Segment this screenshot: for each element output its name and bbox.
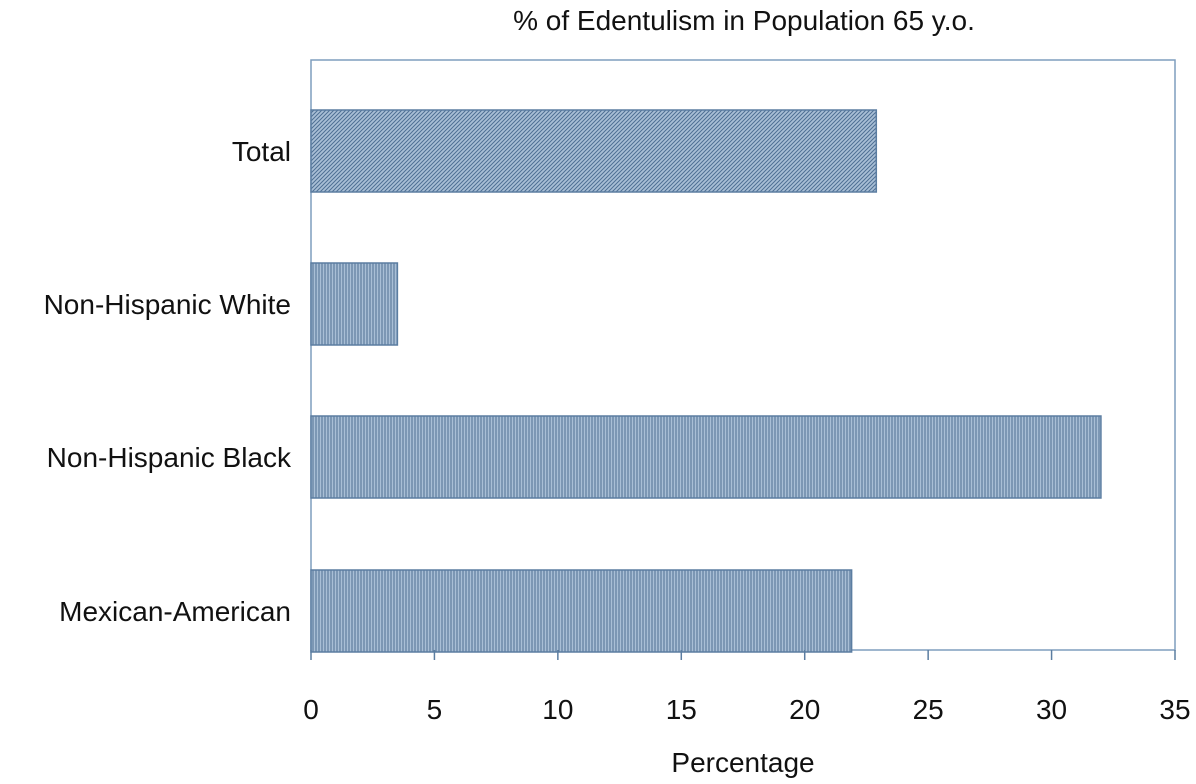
bar-total [310, 109, 878, 193]
x-tick-label: 35 [1159, 694, 1190, 725]
x-tick-label: 15 [666, 694, 697, 725]
x-tick-label: 5 [427, 694, 443, 725]
chart-title: % of Edentulism in Population 65 y.o. [513, 5, 975, 36]
x-axis-label: Percentage [671, 747, 814, 778]
x-axis: 0 5 10 15 20 25 30 35 [303, 650, 1191, 725]
category-label: Mexican-American [59, 596, 291, 627]
x-tick-label: 30 [1036, 694, 1067, 725]
bar-non-hispanic-black [310, 415, 1102, 499]
x-tick-label: 25 [913, 694, 944, 725]
category-label: Non-Hispanic White [44, 289, 291, 320]
category-label: Non-Hispanic Black [47, 442, 292, 473]
bars [310, 109, 1102, 653]
x-tick-label: 0 [303, 694, 319, 725]
x-tick-label: 10 [542, 694, 573, 725]
category-label: Total [232, 136, 291, 167]
category-labels: Total Non-Hispanic White Non-Hispanic Blac… [44, 136, 292, 627]
bar-non-hispanic-white [310, 262, 399, 346]
bar-mexican-american [310, 569, 853, 653]
x-tick-label: 20 [789, 694, 820, 725]
